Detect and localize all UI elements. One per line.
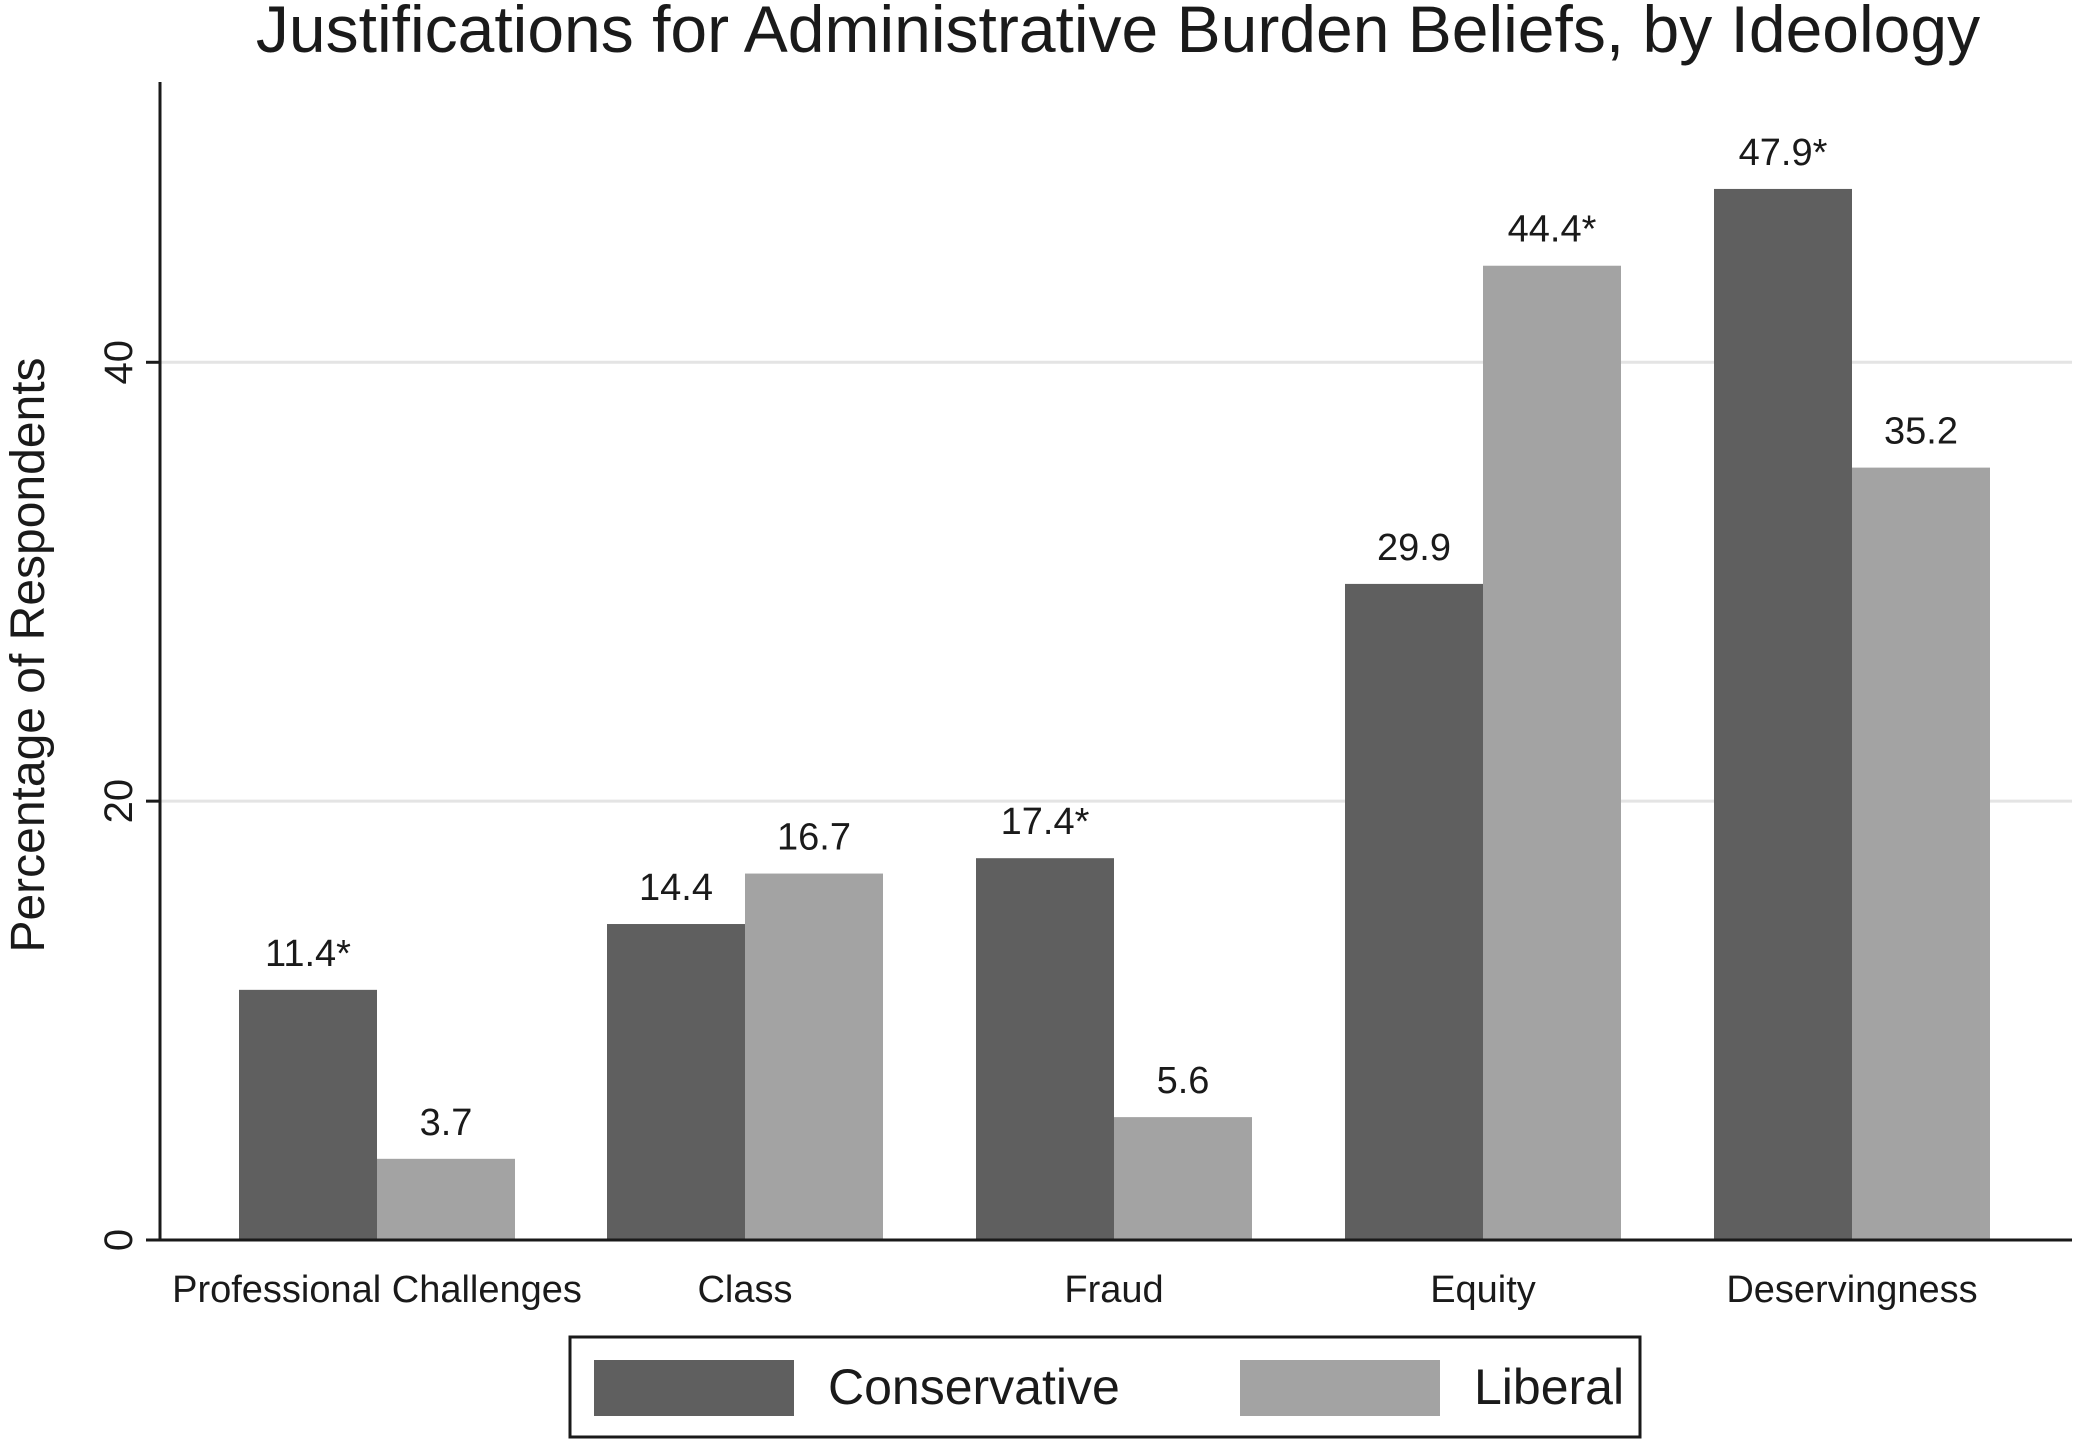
bar-conservative-deservingness: [1714, 188, 1852, 1241]
bar-liberal-deservingness: [1852, 467, 1990, 1240]
chart-title: Justifications for Administrative Burden…: [256, 0, 1980, 66]
bar-conservative-fraud: [976, 858, 1114, 1240]
bar-conservative-professional-challenges: [239, 989, 377, 1240]
bar-liberal-professional-challenges: [377, 1158, 515, 1240]
axes-layer: 0 20 40 Professional Challenges Class Fraud Eq…: [97, 82, 2072, 1311]
y-tick-label: 40: [97, 340, 141, 385]
y-tick-label: 20: [97, 779, 141, 824]
data-label: 17.4*: [1001, 801, 1090, 843]
data-label: 11.4*: [265, 933, 351, 975]
legend-label-conservative: Conservative: [828, 1359, 1120, 1415]
x-tick-label: Professional Challenges: [172, 1269, 582, 1311]
data-label: 3.7: [420, 1102, 473, 1144]
bar-conservative-class: [607, 924, 745, 1240]
x-tick-label: Fraud: [1064, 1269, 1163, 1311]
bar-conservative-equity: [1345, 583, 1483, 1240]
data-label: 16.7: [777, 817, 851, 859]
y-tick-label: 0: [97, 1229, 141, 1251]
x-tick-label: Equity: [1430, 1269, 1536, 1311]
x-tick-label: Class: [697, 1269, 792, 1311]
data-label: 44.4*: [1508, 209, 1597, 251]
data-label: 14.4: [639, 867, 713, 909]
data-label: 5.6: [1157, 1060, 1210, 1102]
labels-layer: 11.4* 14.4 17.4* 29.9 47.9* 3.7 16.7 5.6 44.4* 35…: [265, 132, 1958, 1144]
bars-layer: [239, 188, 1990, 1241]
bar-liberal-equity: [1483, 265, 1621, 1240]
data-label: 29.9: [1377, 527, 1451, 569]
data-label: 47.9*: [1739, 132, 1828, 174]
data-label: 35.2: [1884, 411, 1958, 453]
bar-liberal-fraud: [1114, 1117, 1252, 1240]
legend-swatch-liberal: [1240, 1360, 1440, 1416]
legend-label-liberal: Liberal: [1474, 1359, 1624, 1415]
y-axis-label: Percentage of Respondents: [2, 357, 55, 952]
legend-swatch-conservative: [594, 1360, 794, 1416]
legend: Conservative Liberal: [568, 1335, 1642, 1439]
bar-liberal-class: [745, 873, 883, 1240]
x-tick-label: Deservingness: [1726, 1269, 1977, 1311]
